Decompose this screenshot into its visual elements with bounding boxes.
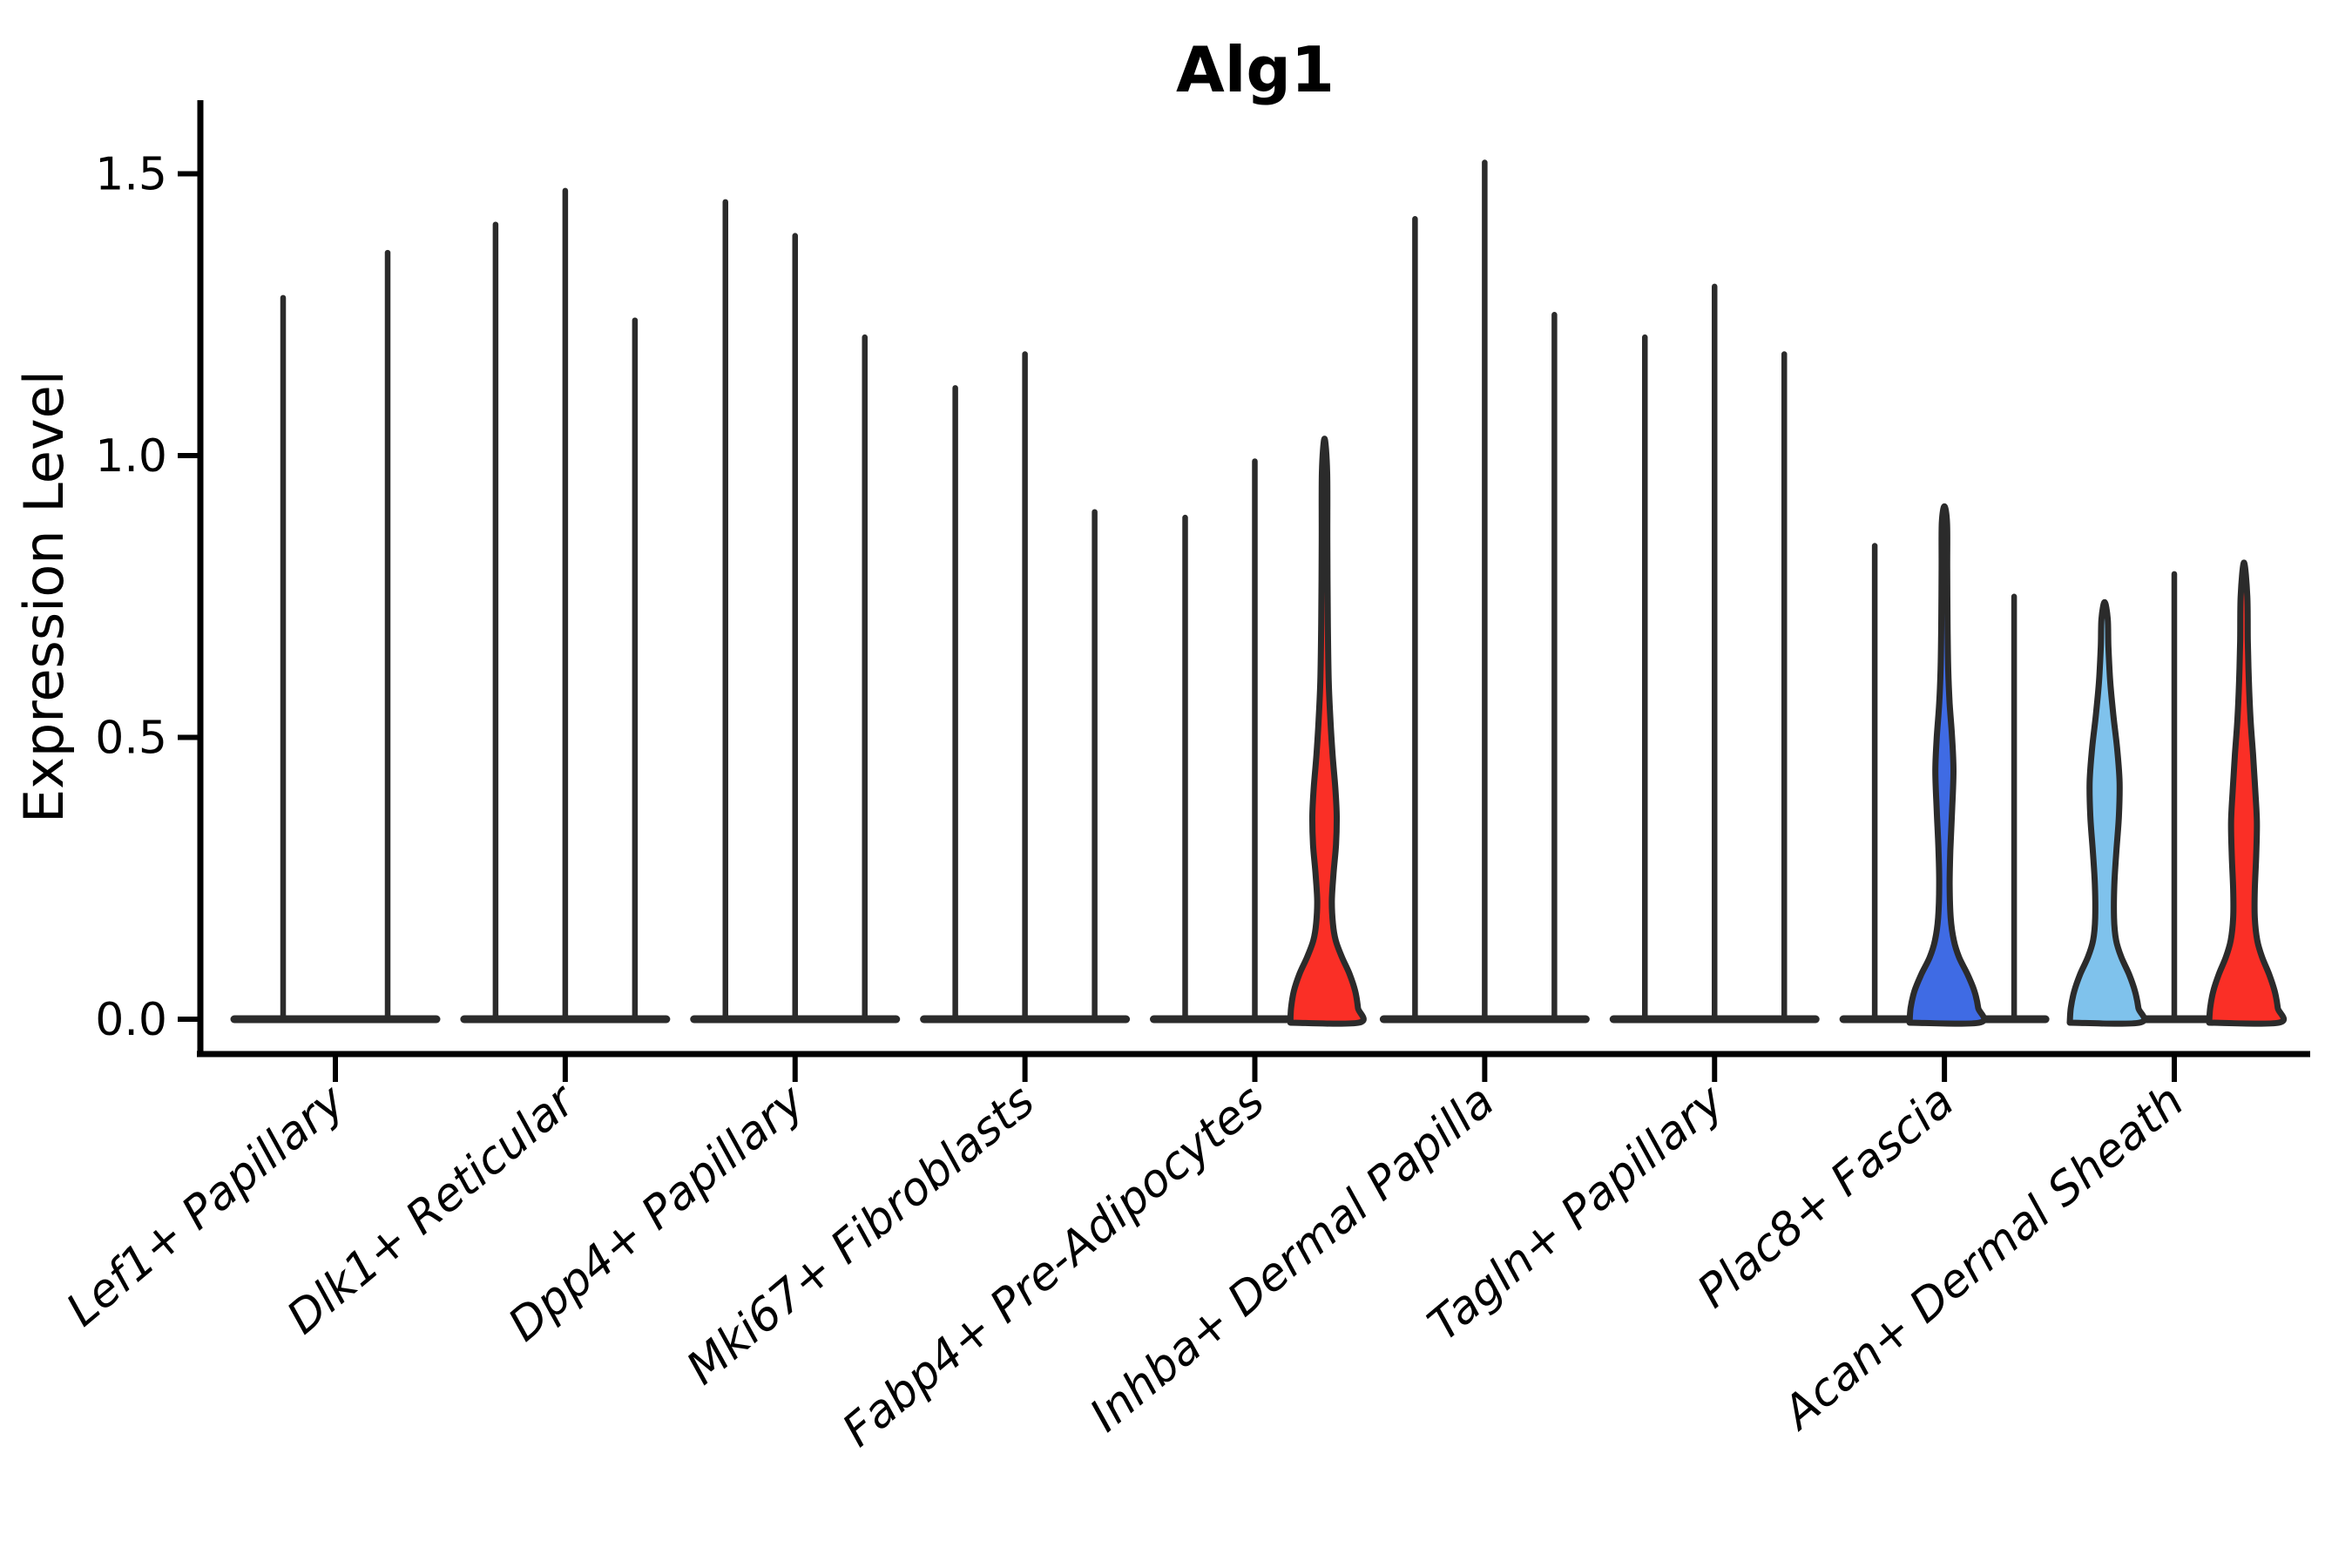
y-axis-label: Expression Level [12, 370, 76, 823]
x-tick-label: Acan+ Dermal Sheath [1772, 1075, 2194, 1441]
violin-layer [230, 159, 2288, 1027]
violin-shaped [2066, 598, 2148, 1027]
x-tick-label: Inhba+ Dermal Papilla [1080, 1075, 1504, 1443]
violin-shaped [2206, 559, 2288, 1027]
violin-shaped [1906, 503, 1988, 1027]
violin-shaped [1287, 436, 1367, 1027]
y-tick-label: 0.0 [95, 994, 167, 1046]
x-tick-label: Fabp4+ Pre-Adipocytes [833, 1075, 1274, 1457]
y-tick-label: 1.5 [95, 149, 167, 201]
y-tick-label: 1.0 [95, 430, 167, 483]
chart-title: Alg1 [1176, 33, 1335, 106]
y-tick-label: 0.5 [95, 713, 167, 765]
axes-layer [178, 100, 2310, 1082]
